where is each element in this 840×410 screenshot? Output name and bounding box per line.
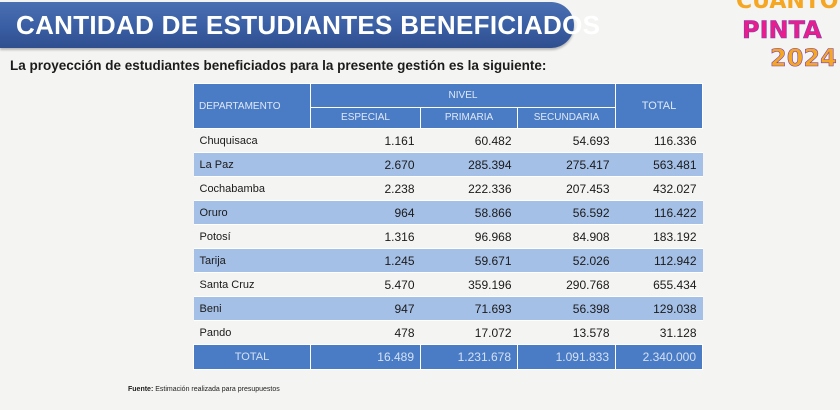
cell-total: 31.128	[615, 320, 703, 345]
table-row: Tarija 1.245 59.671 52.026 112.942	[193, 248, 703, 273]
cell-departamento: Tarija	[193, 248, 311, 273]
table-row: Oruro 964 58.866 56.592 116.422	[193, 200, 703, 225]
total-label: TOTAL	[193, 344, 311, 370]
header-primaria: PRIMARIA	[420, 106, 518, 130]
cell-primaria: 71.693	[420, 296, 518, 321]
source-label: Fuente:	[128, 386, 154, 393]
cell-departamento: Potosí	[193, 224, 311, 249]
cell-total: 183.192	[615, 224, 703, 249]
cell-departamento: Chuquisaca	[193, 128, 311, 153]
header-total: TOTAL	[615, 83, 703, 129]
cell-secundaria: 54.693	[517, 128, 616, 153]
page-title: CANTIDAD DE ESTUDIANTES BENEFICIADOS	[16, 10, 601, 40]
cell-especial: 478	[310, 320, 421, 345]
title-banner: CANTIDAD DE ESTUDIANTES BENEFICIADOS	[0, 2, 600, 48]
table-row: Santa Cruz 5.470 359.196 290.768 655.434	[193, 272, 703, 297]
total-row: TOTAL 16.489 1.231.678 1.091.833 2.340.0…	[193, 344, 703, 370]
cell-especial: 964	[310, 200, 421, 225]
cell-total: 116.336	[615, 128, 703, 153]
cell-especial: 2.238	[310, 176, 421, 201]
cell-primaria: 59.671	[420, 248, 518, 273]
cell-secundaria: 275.417	[517, 152, 616, 177]
table-row: Pando 478 17.072 13.578 31.128	[193, 320, 703, 345]
cell-departamento: La Paz	[193, 152, 311, 177]
source-note: Fuente: Estimación realizada para presup…	[128, 386, 280, 393]
cell-primaria: 222.336	[420, 176, 518, 201]
cell-primaria: 58.866	[420, 200, 518, 225]
cell-especial: 947	[310, 296, 421, 321]
table-row: Beni 947 71.693 56.398 129.038	[193, 296, 703, 321]
cell-departamento: Beni	[193, 296, 311, 321]
table-row: Potosí 1.316 96.968 84.908 183.192	[193, 224, 703, 249]
total-primaria: 1.231.678	[420, 344, 518, 370]
cell-total: 116.422	[615, 200, 703, 225]
cell-primaria: 60.482	[420, 128, 518, 153]
logo-line-2: PINTA	[742, 16, 822, 44]
cell-especial: 5.470	[310, 272, 421, 297]
total-especial: 16.489	[310, 344, 421, 370]
header-especial: ESPECIAL	[310, 106, 421, 130]
cell-especial: 1.316	[310, 224, 421, 249]
event-logo: CUANTO PINTA 2024	[730, 0, 840, 78]
header-departamento: DEPARTAMENTO	[193, 83, 311, 129]
cell-secundaria: 84.908	[517, 224, 616, 249]
logo-line-1: CUANTO	[736, 0, 838, 14]
table-row: Cochabamba 2.238 222.336 207.453 432.027	[193, 176, 703, 201]
total-total: 2.340.000	[615, 344, 703, 370]
header-secundaria: SECUNDARIA	[517, 106, 616, 130]
logo-line-3: 2024	[770, 44, 837, 72]
cell-departamento: Pando	[193, 320, 311, 345]
cell-total: 129.038	[615, 296, 703, 321]
cell-especial: 1.245	[310, 248, 421, 273]
cell-primaria: 285.394	[420, 152, 518, 177]
cell-secundaria: 13.578	[517, 320, 616, 345]
cell-primaria: 96.968	[420, 224, 518, 249]
cell-departamento: Oruro	[193, 200, 311, 225]
intro-text: La proyección de estudiantes beneficiado…	[10, 58, 547, 73]
table-row: La Paz 2.670 285.394 275.417 563.481	[193, 152, 703, 177]
source-text: Estimación realizada para presupuestos	[155, 386, 280, 393]
cell-especial: 1.161	[310, 128, 421, 153]
cell-secundaria: 290.768	[517, 272, 616, 297]
event-logo-graphic: CUANTO PINTA 2024	[736, 0, 838, 72]
cell-departamento: Santa Cruz	[193, 272, 311, 297]
total-secundaria: 1.091.833	[517, 344, 616, 370]
cell-total: 655.434	[615, 272, 703, 297]
cell-secundaria: 56.398	[517, 296, 616, 321]
cell-primaria: 17.072	[420, 320, 518, 345]
cell-total: 563.481	[615, 152, 703, 177]
header-nivel: NIVEL	[310, 83, 616, 108]
cell-total: 432.027	[615, 176, 703, 201]
cell-secundaria: 52.026	[517, 248, 616, 273]
cell-especial: 2.670	[310, 152, 421, 177]
table-row: Chuquisaca 1.161 60.482 54.693 116.336	[193, 128, 703, 153]
cell-departamento: Cochabamba	[193, 176, 311, 201]
cell-secundaria: 56.592	[517, 200, 616, 225]
cell-primaria: 359.196	[420, 272, 518, 297]
students-table: DEPARTAMENTO NIVEL TOTAL ESPECIAL PRIMAR…	[193, 83, 703, 370]
cell-secundaria: 207.453	[517, 176, 616, 201]
cell-total: 112.942	[615, 248, 703, 273]
